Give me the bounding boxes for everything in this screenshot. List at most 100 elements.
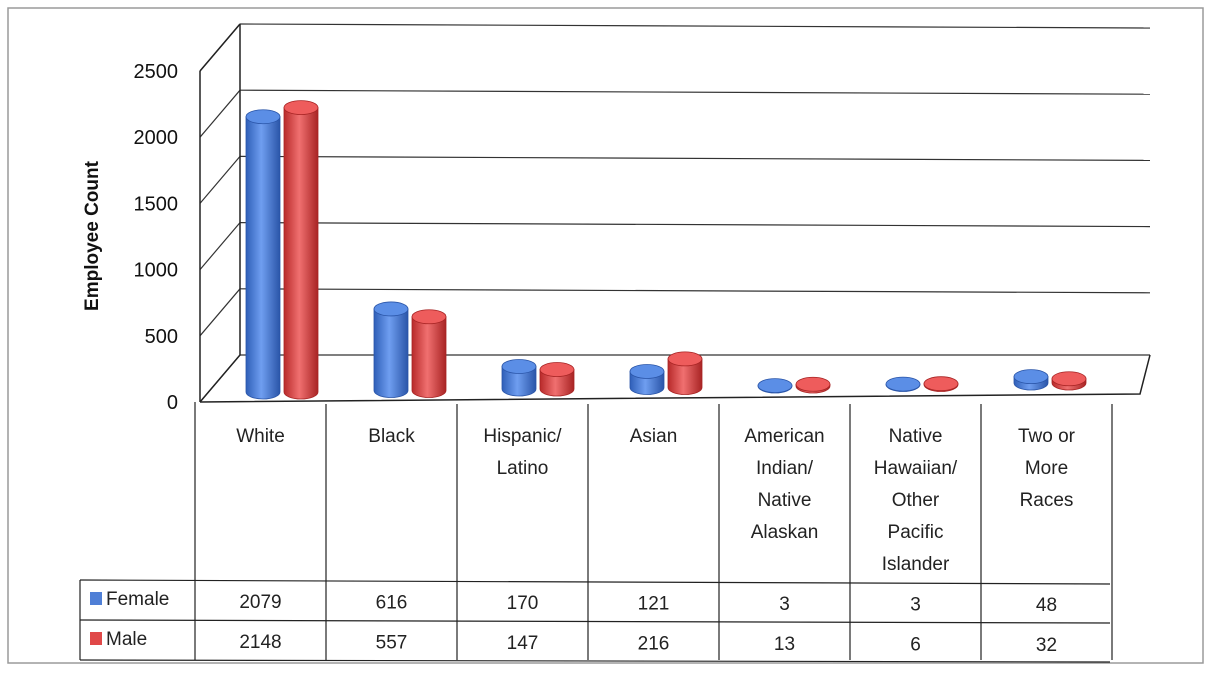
bar xyxy=(1051,371,1087,391)
category-label-line: Islander xyxy=(882,554,950,575)
y-tick-label: 1500 xyxy=(134,193,179,215)
data-table: White Black Hispanic/Latino Asian American In… xyxy=(79,402,1113,663)
category-label-line: Indian/ xyxy=(756,458,814,479)
bar-body xyxy=(245,116,281,400)
legend-label: Male xyxy=(106,629,147,650)
gridlines xyxy=(199,23,1151,403)
bar xyxy=(1013,369,1049,391)
y-axis-ticks: 0 500 1000 1500 2000 2500 xyxy=(134,61,179,414)
data-cell: 557 xyxy=(376,633,408,654)
y-tick-label: 2500 xyxy=(134,61,179,83)
category-label-line: Latino xyxy=(497,458,549,479)
top-left-edge xyxy=(199,23,241,72)
category-label-line: Black xyxy=(368,426,415,447)
y-tick-label: 1000 xyxy=(134,260,179,282)
data-cell: 2079 xyxy=(239,592,281,613)
bar-body xyxy=(667,358,703,395)
data-cell: 3 xyxy=(910,595,921,616)
data-cell: 3 xyxy=(779,594,790,615)
category-label-line: American xyxy=(744,426,824,447)
bar xyxy=(501,359,537,397)
data-cell: 216 xyxy=(638,634,670,655)
table-line xyxy=(79,619,1111,624)
gridline-depth xyxy=(199,89,241,138)
bar-top xyxy=(667,351,703,367)
bar xyxy=(373,301,409,398)
back-left-wall xyxy=(199,24,241,403)
bar xyxy=(283,100,319,400)
legend-swatch xyxy=(90,592,102,605)
category-label: White xyxy=(236,426,285,447)
bar-body xyxy=(373,308,409,398)
legend-label: Female xyxy=(106,589,169,610)
bar-body xyxy=(539,369,575,397)
data-cell: 121 xyxy=(638,594,670,615)
bar xyxy=(757,378,793,394)
gridline xyxy=(239,89,1151,95)
category-label-line: Native xyxy=(889,426,943,447)
category-label: Hispanic/Latino xyxy=(483,426,562,479)
bars xyxy=(245,100,1087,400)
bar-top xyxy=(1051,371,1087,387)
data-cell: 13 xyxy=(774,634,795,655)
data-cell: 6 xyxy=(910,635,921,656)
category-label-line: Pacific xyxy=(888,522,944,543)
category-label-line: Hawaiian/ xyxy=(874,458,958,479)
category-label-line: Races xyxy=(1020,490,1074,511)
data-cell: 32 xyxy=(1036,635,1057,656)
bar-top xyxy=(411,309,447,325)
category-label-line: Native xyxy=(758,490,812,511)
plot-walls xyxy=(199,23,1151,403)
category-label: Black xyxy=(368,426,415,447)
bar-top xyxy=(1013,369,1049,385)
bar xyxy=(923,376,959,392)
data-cell: 2148 xyxy=(239,632,281,653)
y-tick-label: 0 xyxy=(167,392,178,414)
bar-top xyxy=(539,362,575,377)
bar-top xyxy=(283,100,319,116)
gridline xyxy=(239,288,1151,294)
bar-top xyxy=(373,301,409,317)
chart-frame xyxy=(7,7,1204,664)
y-tick-label: 500 xyxy=(145,326,178,348)
gridline xyxy=(239,222,1151,228)
bar xyxy=(795,376,831,394)
bar xyxy=(245,109,281,400)
category-label: American Indian/Native Alaskan xyxy=(744,426,824,543)
table-line xyxy=(79,659,1111,663)
category-label: Two or More Races xyxy=(1018,426,1076,511)
bar xyxy=(411,309,447,398)
floor-edge xyxy=(199,354,1151,403)
gridline-depth xyxy=(199,156,241,204)
legend-swatch xyxy=(90,632,102,645)
bar xyxy=(885,376,921,392)
bar-body xyxy=(411,316,447,398)
bar xyxy=(667,351,703,395)
category-label: Asian xyxy=(630,426,678,447)
y-axis-label: Employee Count xyxy=(82,160,103,311)
data-cell: 147 xyxy=(507,633,539,654)
category-label: Native Hawaiian/Other Pacific Islander xyxy=(874,426,958,575)
bar-top xyxy=(629,364,665,379)
bar xyxy=(539,362,575,397)
gridline xyxy=(239,155,1151,161)
bar-top xyxy=(885,376,921,392)
gridline-depth xyxy=(199,222,241,270)
gridline-depth xyxy=(199,288,241,337)
category-label-line: Alaskan xyxy=(751,522,819,543)
bar-top xyxy=(501,359,537,374)
category-label-line: Hispanic/ xyxy=(483,426,562,447)
bar-top xyxy=(757,378,793,394)
category-label-line: Other xyxy=(892,490,940,511)
category-label-line: More xyxy=(1025,458,1068,479)
bar-top xyxy=(245,109,281,125)
bar-top xyxy=(923,376,959,392)
category-label-line: Asian xyxy=(630,426,678,447)
category-label-line: White xyxy=(236,426,285,447)
gridline xyxy=(239,23,1151,29)
data-cell: 616 xyxy=(376,593,408,614)
y-tick-label: 2000 xyxy=(134,127,179,149)
bar-body xyxy=(283,107,319,400)
bar xyxy=(629,364,665,395)
